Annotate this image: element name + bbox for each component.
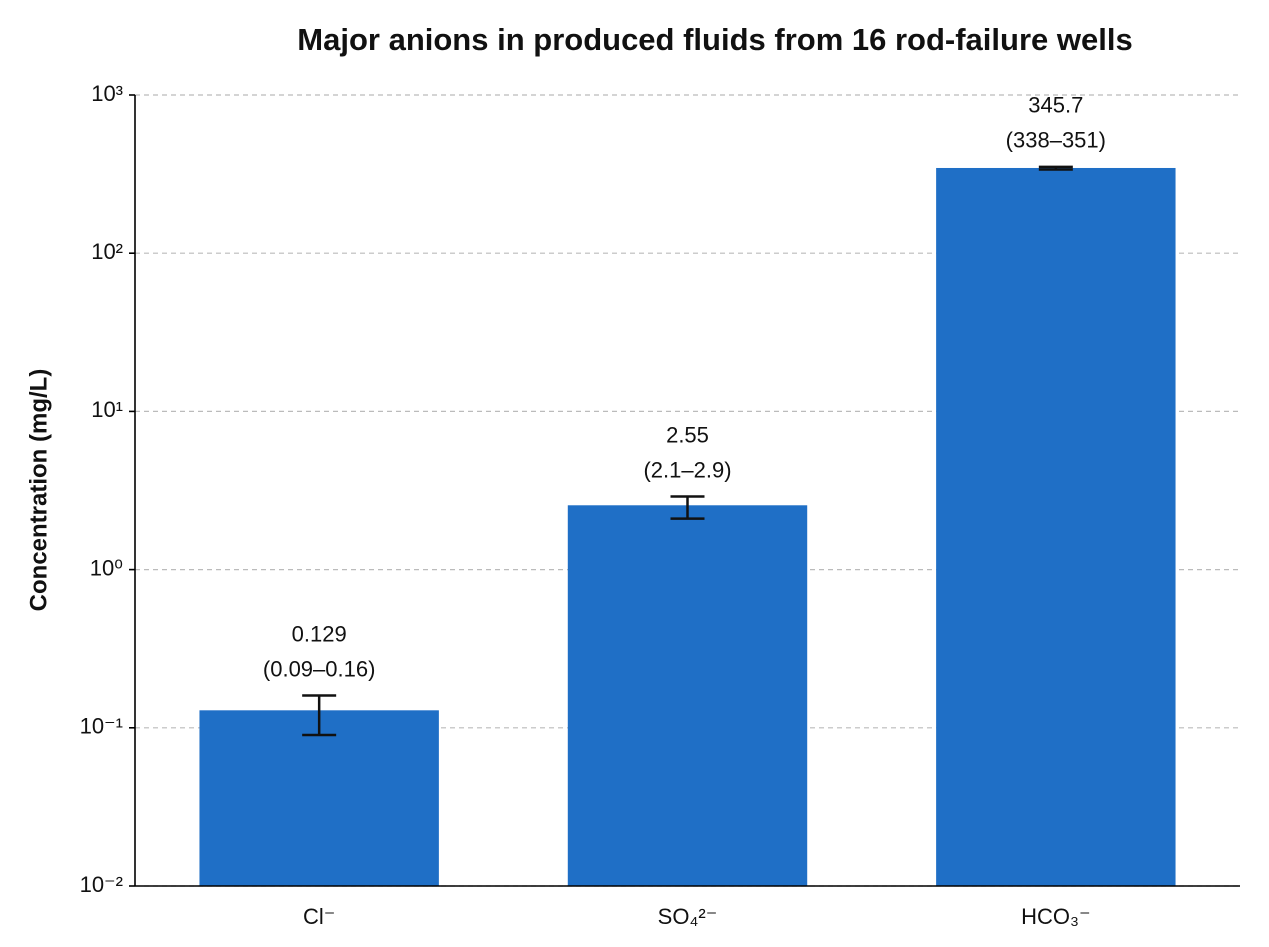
y-tick-label: 10² [91,239,123,264]
y-tick-label: 10¹ [91,397,123,422]
x-tick-label: HCO₃⁻ [1021,904,1090,929]
y-tick-label: 10⁰ [90,555,123,580]
range-label: (2.1–2.9) [643,457,731,482]
x-tick-label: Cl⁻ [303,904,335,929]
y-tick-label: 10⁻² [80,872,123,897]
bar [936,167,1176,886]
y-tick-label: 10³ [91,81,123,106]
bar [567,505,808,886]
y-tick-label: 10⁻¹ [80,714,123,739]
value-label: 0.129 [292,621,347,646]
chart-title: Major anions in produced fluids from 16 … [297,22,1132,57]
value-label: 2.55 [666,422,709,447]
range-label: (0.09–0.16) [263,656,376,681]
y-axis-label: Concentration (mg/L) [25,369,52,612]
value-label: 345.7 [1028,93,1083,118]
range-label: (338–351) [1006,128,1106,153]
bar [199,710,439,886]
x-tick-label: SO₄²⁻ [658,904,718,929]
